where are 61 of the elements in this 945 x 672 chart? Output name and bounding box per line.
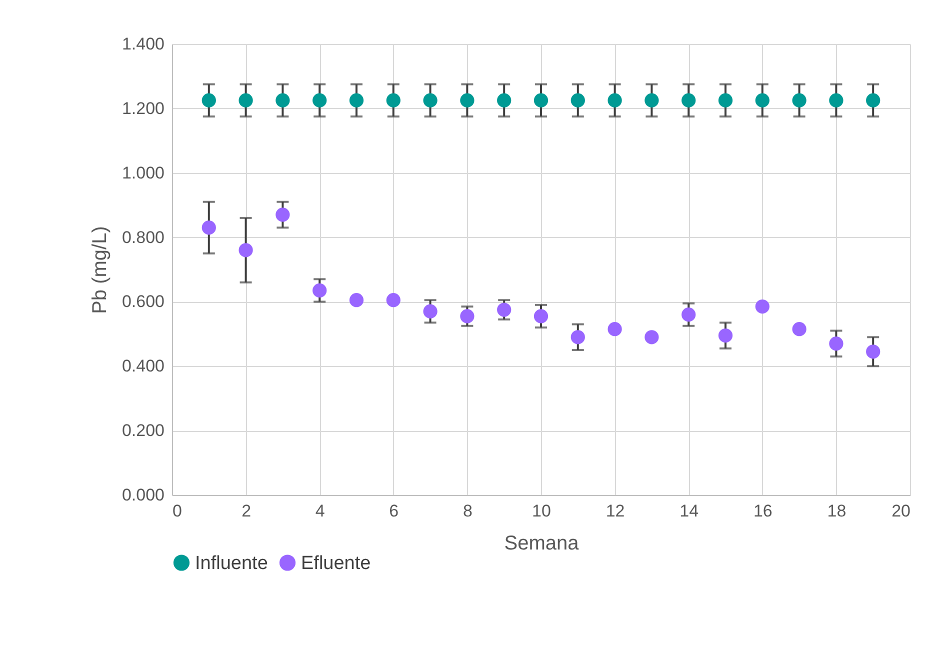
- y-tick-label: 1.000: [122, 163, 164, 182]
- point: [644, 330, 659, 344]
- point: [755, 93, 770, 108]
- point: [349, 293, 364, 308]
- point: [276, 208, 290, 222]
- point: [202, 93, 216, 108]
- x-tick-label: 14: [680, 502, 699, 520]
- legend-label: Efluente: [301, 552, 371, 574]
- point: [718, 328, 733, 343]
- point: [570, 93, 585, 108]
- x-tick-label: 18: [827, 502, 846, 520]
- point: [202, 220, 216, 235]
- point: [312, 283, 327, 298]
- point: [312, 93, 327, 108]
- point: [866, 344, 880, 359]
- x-tick-label: 20: [892, 502, 910, 520]
- point: [792, 93, 806, 108]
- x-tick-label: 0: [172, 502, 182, 520]
- point: [718, 93, 733, 108]
- point: [423, 304, 438, 318]
- point: [497, 302, 512, 317]
- point: [238, 93, 253, 108]
- x-axis-title: Semana: [504, 532, 580, 554]
- point: [866, 93, 880, 108]
- x-tick-label: 10: [532, 502, 551, 520]
- point: [570, 330, 585, 344]
- x-tick-label: 12: [606, 502, 625, 520]
- point: [755, 299, 770, 314]
- y-tick-label: 0.200: [122, 421, 164, 440]
- point: [386, 93, 400, 108]
- y-tick-label: 1.200: [122, 98, 164, 118]
- point: [644, 93, 659, 108]
- point: [682, 308, 696, 322]
- x-tick-label: 8: [462, 502, 472, 520]
- x-tick-label: 2: [242, 502, 252, 520]
- x-tick-label: 16: [753, 502, 772, 520]
- y-tick-label: 0.600: [122, 292, 164, 312]
- x-tick-label: 4: [315, 502, 325, 520]
- point: [534, 93, 548, 108]
- point: [829, 336, 844, 351]
- y-tick-label: 0.800: [122, 228, 164, 247]
- y-tick-label: 0.400: [122, 356, 164, 376]
- point: [608, 322, 622, 336]
- point: [276, 93, 290, 108]
- point: [460, 309, 474, 324]
- x-tick-label: 6: [389, 502, 399, 520]
- point: [386, 293, 400, 308]
- point: [682, 93, 696, 108]
- y-tick-label: 0.000: [122, 486, 164, 504]
- y-tick-label: 1.400: [122, 34, 164, 54]
- point: [238, 243, 253, 258]
- point: [608, 93, 622, 108]
- point: [829, 93, 844, 108]
- y-axis-title: Pb (mg/L): [88, 226, 111, 314]
- point: [349, 93, 364, 108]
- point: [792, 322, 806, 336]
- point: [497, 93, 512, 108]
- point: [423, 93, 438, 108]
- point: [460, 93, 474, 108]
- legend-label: Influente: [195, 552, 268, 574]
- point: [534, 309, 548, 324]
